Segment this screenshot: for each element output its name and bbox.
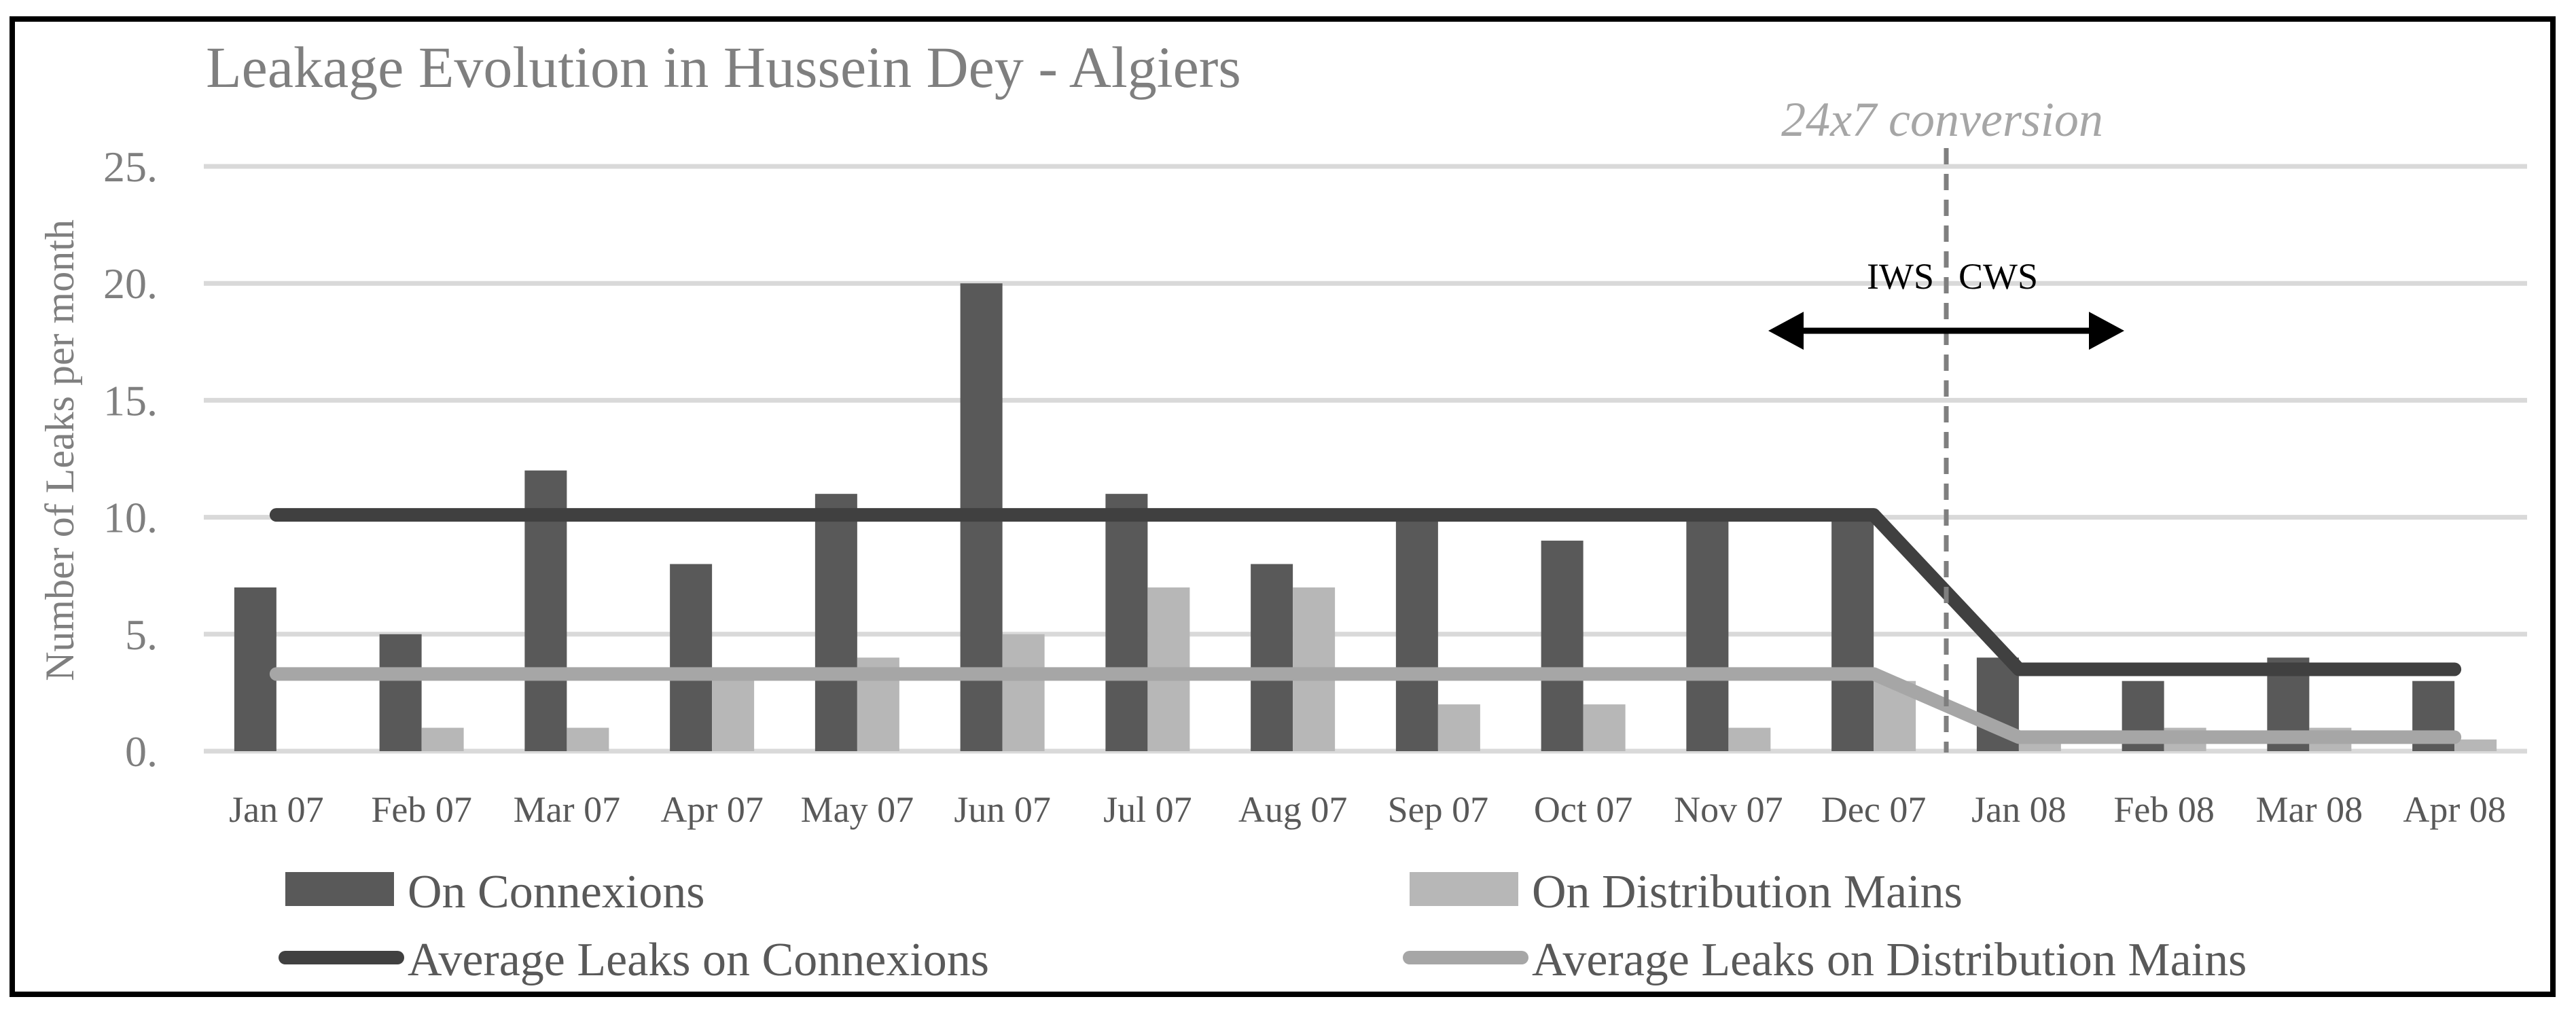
x-category-label: Jan 08 — [1971, 789, 2066, 830]
y-tick-label: 5. — [125, 611, 158, 659]
legend-label: Average Leaks on Distribution Mains — [1532, 934, 2247, 986]
x-category-label: Jul 07 — [1103, 789, 1192, 830]
legend-average-connexions: Average Leaks on Connexions — [279, 934, 989, 986]
chart-frame — [10, 16, 2556, 997]
average-connexions-line — [269, 508, 2462, 676]
y-tick-label: 25. — [103, 143, 158, 191]
x-category-label: Feb 08 — [2113, 789, 2215, 830]
x-category-label: Mar 07 — [514, 789, 620, 830]
bar-distribution-mains — [2454, 739, 2497, 751]
y-axis-label: Number of Leaks per month — [37, 219, 82, 681]
x-category-label: Feb 07 — [371, 789, 472, 830]
x-category-label: Dec 07 — [1821, 789, 1926, 830]
bar-distribution-mains — [1583, 704, 1626, 751]
bar-connexions — [1105, 494, 1148, 751]
x-category-label: Sep 07 — [1388, 789, 1489, 830]
x-category-label: Aug 07 — [1238, 789, 1348, 830]
legend-label: On Distribution Mains — [1532, 866, 1963, 918]
bar-connexions — [815, 494, 857, 751]
bar-distribution-mains — [567, 727, 609, 751]
bar-connexions — [1831, 517, 1874, 751]
average-lines — [269, 508, 2462, 744]
bar-distribution-mains — [421, 727, 464, 751]
bar-connexions — [234, 587, 276, 751]
bar-distribution-mains — [1437, 704, 1480, 751]
legend-connexions: On Connexions — [285, 866, 705, 918]
bar-connexions — [670, 564, 713, 751]
x-category-label: Oct 07 — [1534, 789, 1632, 830]
y-tick-label: 15. — [103, 376, 158, 424]
x-category-label: Jan 07 — [229, 789, 323, 830]
x-category-label: Jun 07 — [954, 789, 1051, 830]
axes: Leakage Evolution in Hussein Dey - Algie… — [37, 35, 1241, 681]
y-tick-label: 20. — [103, 259, 158, 308]
x-category-label: Mar 08 — [2256, 789, 2363, 830]
arrow-left-head — [1768, 312, 1804, 350]
legend-swatch — [1410, 872, 1518, 906]
bar-distribution-mains — [1728, 727, 1771, 751]
arrow-right-head — [2089, 312, 2124, 350]
cws-label: CWS — [1958, 256, 2038, 297]
bar-distribution-mains — [1002, 634, 1045, 751]
iws-label: IWS — [1867, 256, 1934, 297]
legend-distribution-mains: On Distribution Mains — [1410, 866, 1963, 918]
bar-connexions — [1251, 564, 1293, 751]
annotations: 24x7 conversion IWS CWS — [1768, 92, 2124, 753]
bar-connexions — [1395, 517, 1438, 751]
y-tick-label: 0. — [125, 727, 158, 776]
y-axis-ticks: 0. 5. 10. 15. 20. 25. — [103, 143, 158, 776]
legend: On Connexions On Distribution Mains Averag… — [279, 866, 2247, 986]
chart-title: Leakage Evolution in Hussein Dey - Algie… — [206, 35, 1241, 100]
x-category-label: May 07 — [801, 789, 914, 830]
bar-connexions — [379, 634, 422, 751]
x-category-label: Apr 08 — [2403, 789, 2505, 830]
average-distribution-mains-line — [269, 667, 2462, 744]
x-axis-categories: Jan 07 Feb 07 Mar 07 Apr 07 May 07 Jun 07 Jul … — [229, 789, 2506, 830]
legend-swatch — [285, 872, 394, 906]
legend-label: Average Leaks on Connexions — [408, 934, 989, 986]
bar-distribution-mains — [712, 669, 755, 751]
conversion-label: 24x7 conversion — [1781, 92, 2103, 147]
bar-connexions — [1686, 517, 1729, 751]
legend-average-distribution-mains: Average Leaks on Distribution Mains — [1403, 934, 2247, 986]
x-category-label: Apr 07 — [660, 789, 763, 830]
x-category-label: Nov 07 — [1674, 789, 1783, 830]
bar-connexions — [1541, 541, 1584, 751]
legend-label: On Connexions — [408, 866, 705, 918]
y-tick-label: 10. — [103, 494, 158, 542]
